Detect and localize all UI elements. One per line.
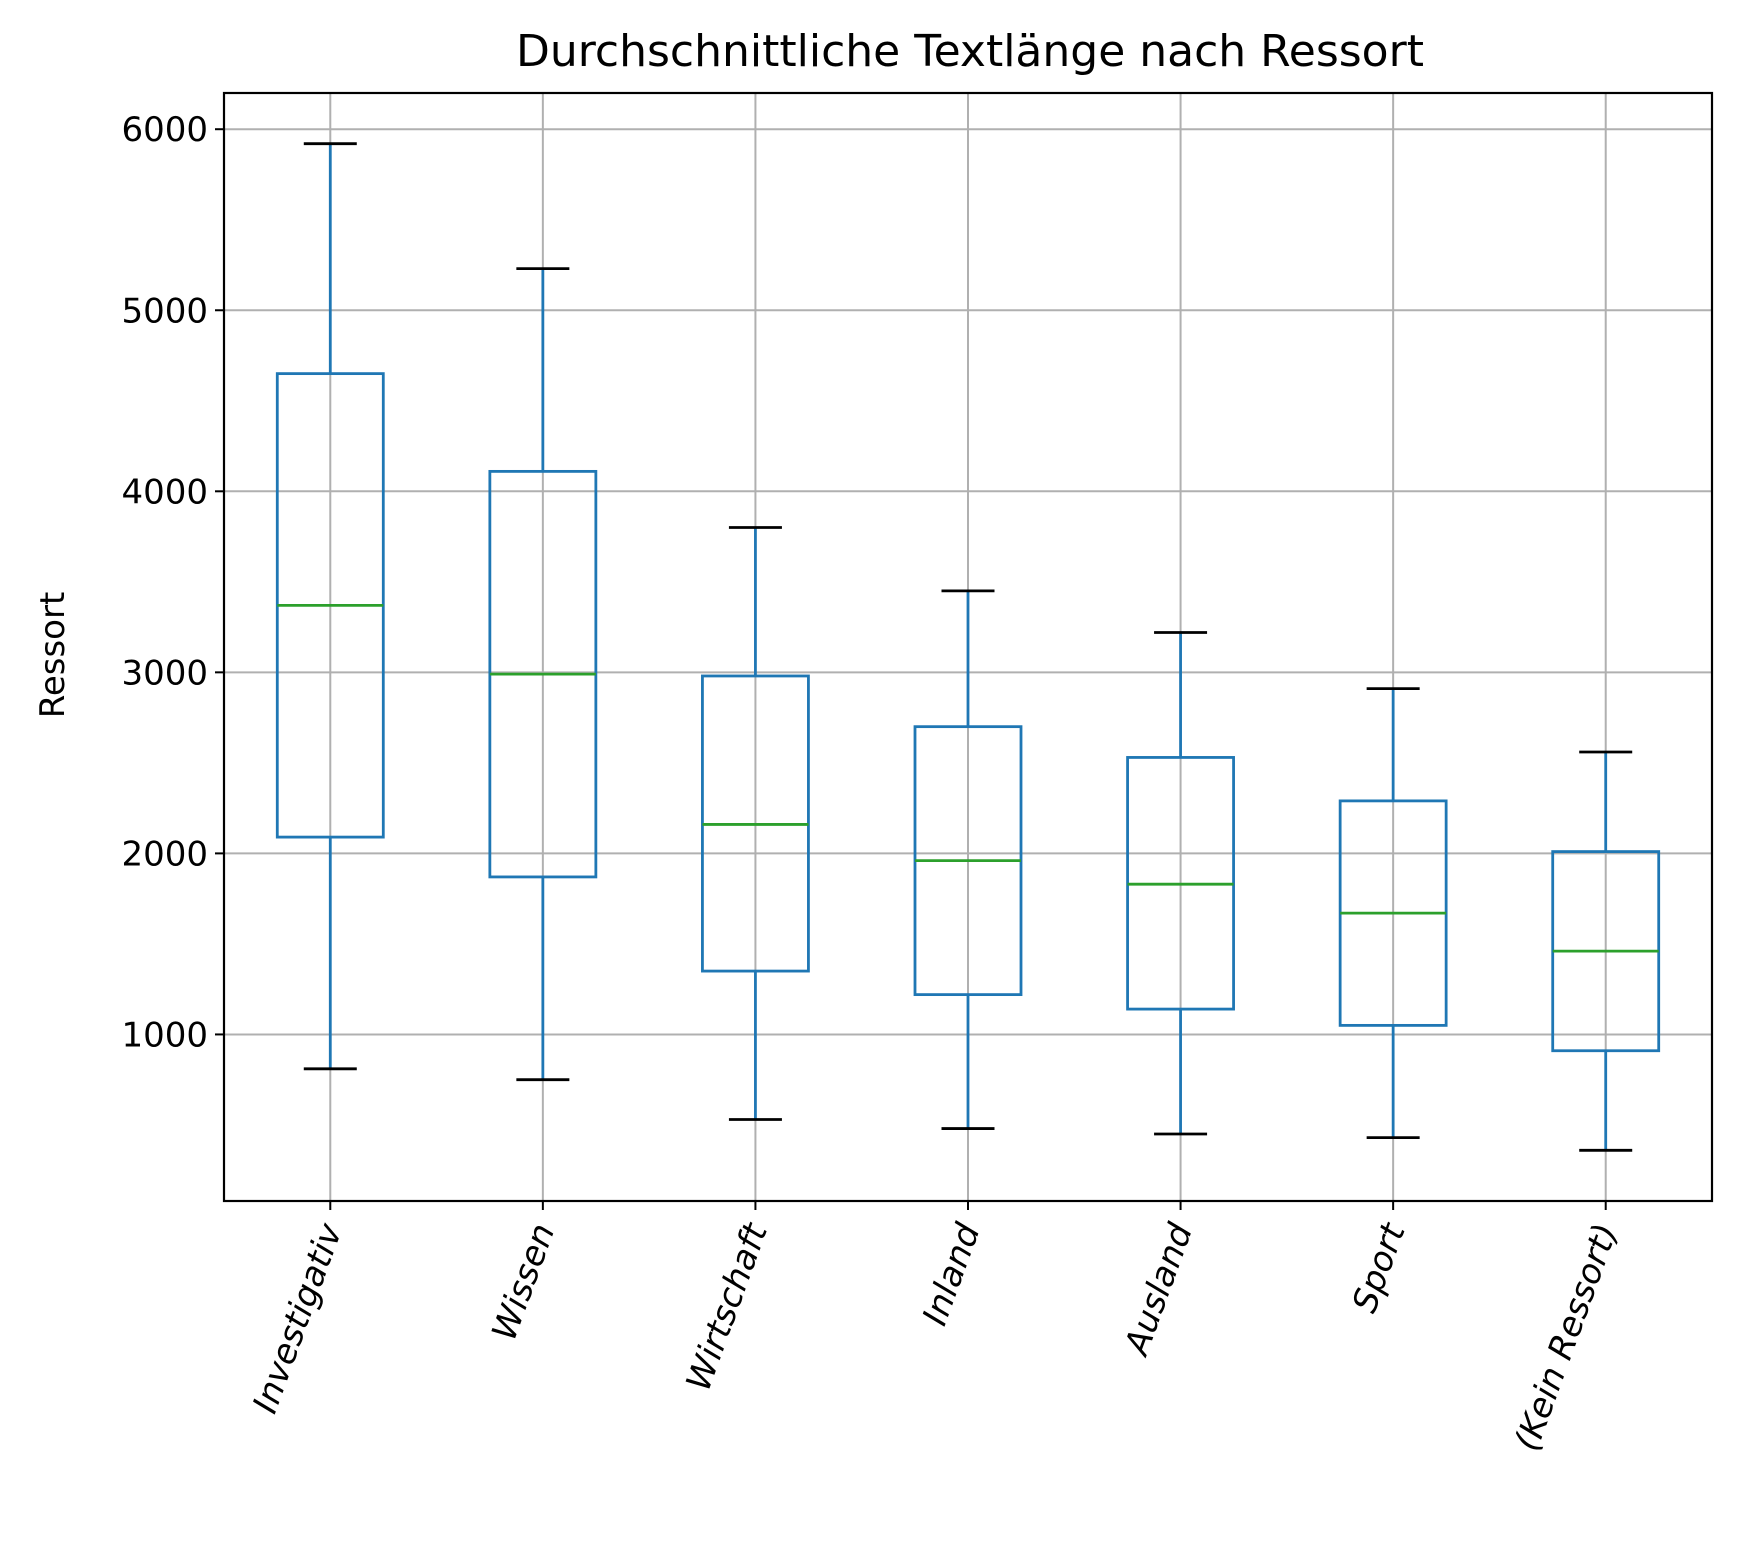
box-investigativ xyxy=(275,142,385,1071)
chart-title: Durchschnittliche Textlänge nach Ressort xyxy=(516,26,1424,77)
y-tick-label: 6000 xyxy=(121,110,208,150)
y-tick-label: 5000 xyxy=(121,291,208,331)
x-tick-label: Wirtschaft xyxy=(679,1217,777,1396)
box-kein-ressort xyxy=(1551,750,1661,1152)
grid-lines xyxy=(224,93,1712,1201)
x-tick-label: Inland xyxy=(915,1218,989,1331)
box-ausland xyxy=(1126,631,1235,1136)
x-tick-label: (Kein Ressort) xyxy=(1507,1218,1626,1456)
axis-ticks: 1000 2000 3000 4000 5000 6000 Investigativ Wiss… xyxy=(121,110,1626,1456)
x-tick-label: Investigativ xyxy=(245,1218,351,1419)
y-tick-label: 1000 xyxy=(121,1015,208,1055)
y-tick-label: 4000 xyxy=(121,472,208,512)
box-sport xyxy=(1338,687,1448,1140)
y-axis-label: Ressort xyxy=(33,592,73,719)
box-inland xyxy=(913,589,1023,1130)
box-wirtschaft xyxy=(701,526,810,1121)
y-tick-label: 3000 xyxy=(121,653,208,693)
x-tick-label: Ausland xyxy=(1116,1218,1201,1362)
box-series xyxy=(275,142,1661,1152)
x-tick-label: Wissen xyxy=(484,1218,563,1345)
x-tick-label: Sport xyxy=(1345,1217,1414,1318)
y-tick-label: 2000 xyxy=(121,834,208,874)
box-wissen xyxy=(488,267,598,1082)
